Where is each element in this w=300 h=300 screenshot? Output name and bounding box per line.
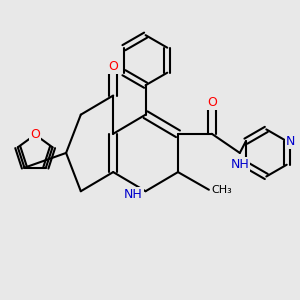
- Text: O: O: [30, 128, 40, 141]
- Text: CH₃: CH₃: [212, 185, 232, 195]
- Text: NH: NH: [124, 188, 142, 201]
- Text: N: N: [286, 135, 295, 148]
- Text: O: O: [207, 96, 217, 110]
- Text: O: O: [108, 60, 118, 73]
- Text: NH: NH: [230, 158, 249, 171]
